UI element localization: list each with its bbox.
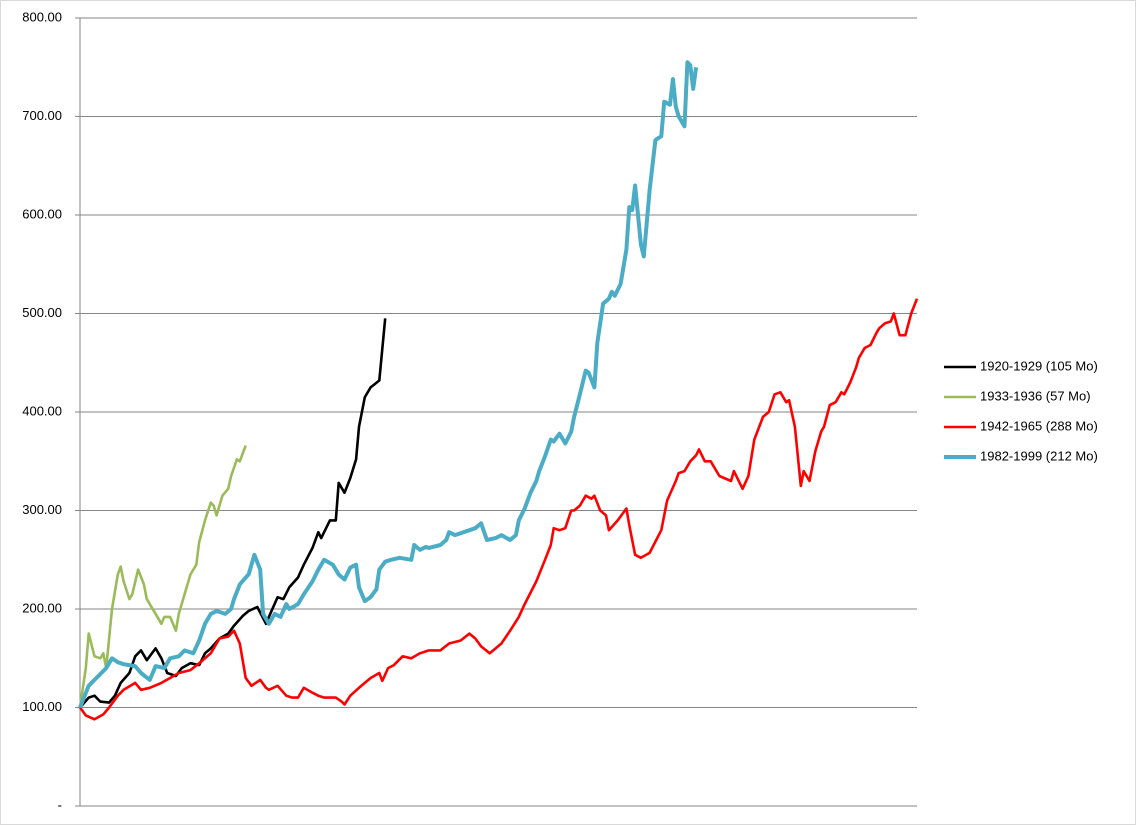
y-tick-label: 300.00 [22, 502, 62, 517]
y-tick-label: 400.00 [22, 403, 62, 418]
legend-label: 1942-1965 (288 Mo) [980, 418, 1098, 433]
y-tick-label: 500.00 [22, 305, 62, 320]
legend-label: 1920-1929 (105 Mo) [980, 358, 1098, 373]
y-tick-label: 700.00 [22, 108, 62, 123]
y-tick-label: 100.00 [22, 699, 62, 714]
legend-label: 1933-1936 (57 Mo) [980, 388, 1091, 403]
y-tick-label: 800.00 [22, 9, 62, 24]
y-tick-label: 600.00 [22, 206, 62, 221]
series-line [79, 318, 387, 709]
series-line [78, 298, 919, 721]
y-tick-label: 200.00 [22, 600, 62, 615]
series-line [78, 60, 699, 709]
y-tick-label: - [58, 797, 62, 812]
legend-label: 1982-1999 (212 Mo) [980, 448, 1098, 463]
